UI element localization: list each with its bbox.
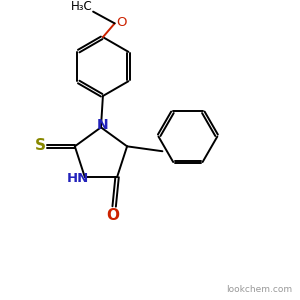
Text: lookchem.com: lookchem.com (226, 285, 292, 294)
Text: N: N (97, 118, 109, 132)
Text: O: O (107, 208, 120, 223)
Text: S: S (35, 138, 46, 153)
Text: H₃C: H₃C (70, 0, 92, 13)
Text: O: O (116, 16, 127, 29)
Text: HN: HN (67, 172, 89, 184)
